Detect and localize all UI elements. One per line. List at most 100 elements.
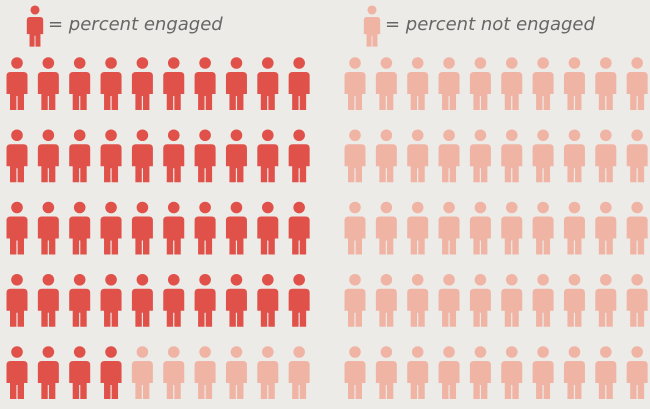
person-icon [163,57,185,110]
person-head [474,201,487,214]
person-head [167,129,180,142]
person-icon [375,273,397,327]
person-icon [438,273,460,327]
person-body [563,72,585,110]
person-body [288,144,310,183]
person-body [563,288,585,327]
person-head [11,273,23,286]
person-body [69,72,91,110]
person-body [375,288,397,327]
person-body [501,144,523,183]
person-head [349,201,361,214]
person-head [230,129,243,142]
person-body [595,72,617,110]
person-icon [501,129,523,183]
person-body [288,361,310,399]
person-icon [407,273,429,327]
person-head [199,57,211,69]
person-head [293,273,305,286]
person-icon [469,201,491,255]
person-head [262,129,274,142]
person-icon [257,57,279,110]
person-head [11,201,23,214]
person-head [230,201,243,214]
person-body [194,72,216,110]
person-head [505,201,518,214]
person-head [167,346,180,358]
person-body [288,216,310,255]
person-head [631,273,643,286]
person-head [42,129,55,142]
person-head [42,57,55,69]
person-icon [344,273,366,327]
person-head [199,201,211,214]
person-head [105,346,117,358]
person-body [37,144,59,183]
person-head [262,57,274,69]
person-body [163,216,185,255]
person-body [532,144,554,183]
person-head [631,346,643,358]
person-icon [469,346,491,399]
person-body [438,144,460,183]
person-head [505,273,518,286]
person-body [100,361,122,399]
person-body [37,216,59,255]
person-head [230,346,243,358]
person-icon [37,346,59,399]
person-body [563,216,585,255]
person-icon [407,346,429,399]
person-body [131,72,153,110]
person-head [568,273,581,286]
person-body [469,72,491,110]
person-head [293,57,305,69]
person-body [563,144,585,183]
person-icon [163,346,185,399]
person-icon [225,201,247,255]
person-head [293,346,305,358]
person-body [344,361,366,399]
person-body [163,72,185,110]
person-icon [501,273,523,327]
person-icon [344,201,366,255]
person-head [411,129,424,142]
person-head [537,201,549,214]
person-body [100,288,122,327]
person-body [194,144,216,183]
person-head [600,346,612,358]
person-icon [257,346,279,399]
person-body [438,72,460,110]
person-icon [131,57,153,110]
person-icon [438,201,460,255]
person-body [37,72,59,110]
person-icon [6,129,28,183]
person-icon [225,346,247,399]
person-body [163,361,185,399]
person-body [595,144,617,183]
person-head [199,273,211,286]
person-head [230,273,243,286]
person-icon [288,129,310,183]
person-head [73,57,86,69]
person-icon [69,346,91,399]
person-head [262,346,274,358]
person-head [262,273,274,286]
person-body [532,361,554,399]
person-icon [225,57,247,110]
person-head [230,57,243,69]
person-head [42,201,55,214]
person-icon [595,129,617,183]
person-body [69,361,91,399]
person-head [199,129,211,142]
person-body [194,216,216,255]
person-icon [469,129,491,183]
person-body [438,216,460,255]
person-head [537,129,549,142]
person-body [225,216,247,255]
person-head [136,57,149,69]
person-head [105,273,117,286]
person-head [167,273,180,286]
person-body [69,216,91,255]
person-head [136,273,149,286]
person-head [537,346,549,358]
